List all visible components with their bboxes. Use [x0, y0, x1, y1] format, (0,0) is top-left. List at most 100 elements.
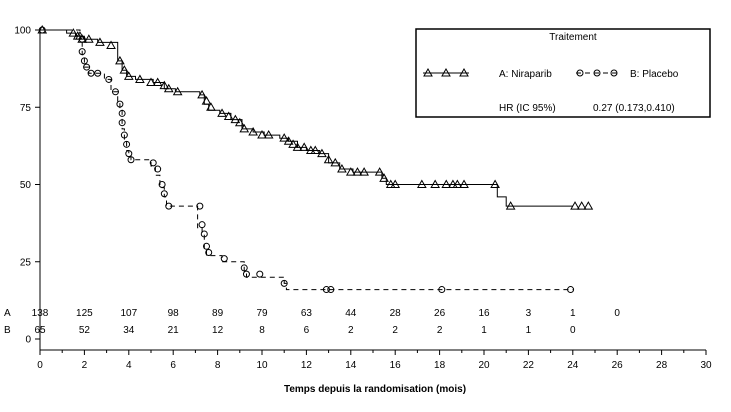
censor-mark-niraparib [257, 130, 267, 139]
risk-count: 2 [348, 325, 354, 336]
legend-title: Traitement [549, 32, 597, 43]
censor-mark-placebo [322, 286, 330, 294]
y-tick-label: 75 [20, 103, 32, 114]
censor-mark-placebo [94, 69, 102, 77]
risk-count: 6 [304, 325, 310, 336]
censor-mark-niraparib [95, 37, 105, 46]
y-tick-label: 50 [20, 180, 32, 191]
censor-mark-placebo [165, 202, 173, 210]
censor-mark-niraparib [283, 136, 294, 145]
x-tick-label: 14 [345, 360, 357, 371]
censor-mark-niraparib [379, 173, 389, 182]
censor-mark-niraparib [430, 179, 441, 188]
censor-mark-niraparib [279, 133, 290, 142]
censor-mark-niraparib [163, 83, 174, 93]
censor-mark-niraparib [441, 179, 452, 188]
legend-marker-b [576, 69, 584, 77]
legend-series-a: A: Niraparib [499, 69, 552, 80]
censor-mark-niraparib [490, 179, 500, 188]
censor-mark-niraparib [146, 77, 156, 87]
legend-series-b: B: Placebo [630, 69, 679, 80]
censor-mark-placebo [198, 221, 206, 229]
y-tick-label: 25 [20, 257, 32, 268]
censor-mark-placebo [123, 140, 131, 148]
censor-mark-niraparib [310, 145, 321, 155]
censor-mark-niraparib [416, 179, 427, 188]
legend-symbols [423, 67, 620, 77]
censor-mark-placebo [438, 286, 446, 294]
x-tick-label: 16 [390, 360, 402, 371]
legend: Traitement A: Niraparib B: Placebo HR (I… [415, 28, 711, 118]
risk-count: 0 [570, 325, 576, 336]
censor-mark-niraparib [115, 55, 125, 65]
censor-mark-niraparib [239, 123, 250, 133]
censor-mark-niraparib [359, 167, 369, 176]
censor-marks [37, 24, 594, 294]
censor-mark-placebo [158, 181, 166, 188]
risk-count: 0 [614, 308, 620, 319]
censor-mark-niraparib [337, 164, 347, 173]
censor-mark-niraparib [352, 167, 363, 176]
censor-mark-placebo [327, 286, 335, 294]
censor-mark-niraparib [317, 148, 327, 158]
censor-mark-niraparib [83, 34, 94, 43]
x-tick-label: 10 [256, 360, 268, 371]
legend-marker-a [441, 67, 451, 77]
censor-mark-placebo [111, 88, 119, 96]
censor-mark-placebo [567, 286, 575, 294]
censor-mark-placebo [116, 100, 124, 108]
risk-count: 34 [123, 325, 135, 336]
x-tick-label: 2 [82, 360, 88, 371]
x-tick-label: 26 [612, 360, 624, 371]
censor-mark-placebo [118, 119, 126, 127]
censor-mark-placebo [203, 242, 210, 250]
censor-mark-niraparib [172, 86, 183, 96]
censor-mark-niraparib [570, 201, 580, 210]
risk-count: 21 [168, 325, 180, 336]
censor-mark-niraparib [159, 80, 170, 90]
censor-mark-placebo [149, 159, 157, 167]
risk-count: 79 [256, 308, 268, 319]
censor-mark-niraparib [135, 74, 145, 83]
x-tick-label: 30 [700, 360, 712, 371]
censor-mark-niraparib [288, 139, 298, 148]
x-tick-label: 4 [126, 360, 132, 371]
hr-value: 0.27 (0.173,0.410) [593, 103, 675, 114]
censor-mark-niraparib [505, 201, 516, 210]
censor-mark-niraparib [374, 167, 385, 176]
x-axis-label: Temps depuis la randomisation (mois) [284, 384, 466, 395]
x-tick-label: 20 [478, 360, 490, 371]
risk-count: 28 [390, 308, 402, 319]
censor-mark-placebo [120, 131, 128, 139]
censor-mark-niraparib [583, 201, 594, 210]
censor-mark-niraparib [201, 96, 212, 105]
censor-mark-placebo [118, 109, 126, 117]
legend-marker-a [459, 67, 469, 77]
censor-mark-niraparib [234, 117, 245, 127]
censor-mark-placebo [80, 57, 88, 65]
censor-mark-niraparib [106, 40, 116, 49]
censor-mark-placebo [205, 248, 213, 256]
censor-mark-placebo [125, 150, 133, 158]
censor-mark-niraparib [576, 201, 587, 210]
x-tick-label: 0 [37, 360, 43, 371]
risk-count: 16 [478, 308, 490, 319]
risk-count: 3 [526, 308, 532, 319]
censor-mark-niraparib [217, 108, 227, 117]
censor-mark-niraparib [68, 28, 79, 37]
censor-mark-niraparib [292, 142, 303, 151]
y-tick-label: 100 [14, 26, 31, 37]
censor-mark-placebo [105, 75, 113, 83]
censor-mark-placebo [280, 279, 288, 287]
censor-mark-niraparib [452, 179, 463, 188]
risk-table: A 138 125 107 98 89 79 63 44 28 26 16 3 1 0B 65 52 34 21 12… [4, 308, 620, 336]
y-tick-label: 0 [25, 335, 31, 346]
censor-mark-placebo [154, 165, 162, 173]
censor-mark-niraparib [323, 154, 334, 164]
censor-mark-placebo [160, 190, 168, 198]
risk-row-label: B [4, 325, 11, 336]
censor-mark-niraparib [206, 102, 216, 111]
risk-count: 12 [212, 325, 224, 336]
censor-mark-niraparib [299, 142, 310, 151]
censor-mark-placebo [38, 26, 46, 34]
